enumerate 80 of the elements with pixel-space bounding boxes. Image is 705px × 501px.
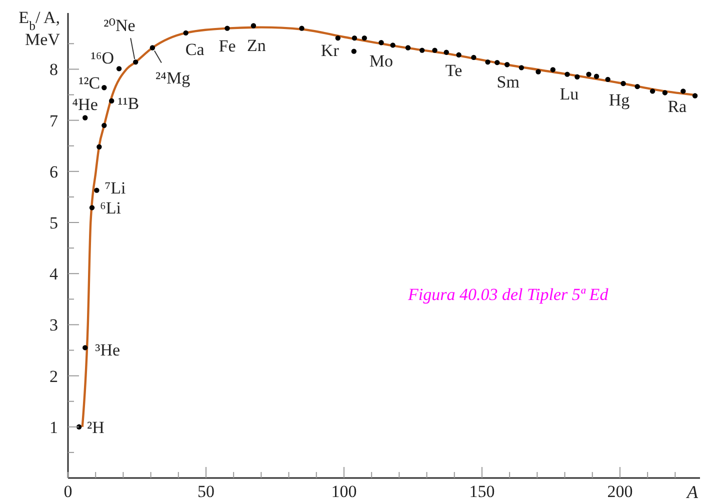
point bbox=[405, 45, 411, 50]
annotation: ⁴He bbox=[72, 94, 98, 114]
x-axis-title: A bbox=[686, 482, 699, 501]
point bbox=[605, 76, 610, 82]
point bbox=[133, 59, 138, 65]
annotation: Figura 40.03 del Tipler 5ª Ed bbox=[408, 285, 608, 305]
point bbox=[351, 48, 357, 54]
x-tick-label: 50 bbox=[197, 482, 214, 501]
point bbox=[536, 69, 541, 74]
point bbox=[574, 74, 580, 80]
point bbox=[362, 35, 368, 41]
annotation: ⁶Li bbox=[100, 198, 122, 218]
annotation: Fe bbox=[218, 36, 236, 56]
point bbox=[335, 35, 341, 41]
annotation: Sm bbox=[496, 72, 520, 92]
point bbox=[390, 42, 396, 48]
point bbox=[680, 88, 686, 94]
annotation: ²⁰Ne bbox=[104, 16, 136, 36]
point bbox=[471, 54, 476, 60]
annotation: Ra bbox=[668, 97, 688, 116]
point bbox=[352, 35, 358, 41]
point bbox=[224, 26, 230, 31]
annotation: ²⁴Mg bbox=[155, 68, 191, 88]
point bbox=[634, 84, 640, 90]
annotation: ¹⁶O bbox=[90, 48, 114, 68]
annotation: Kr bbox=[320, 41, 340, 60]
point bbox=[94, 188, 100, 193]
point bbox=[594, 74, 600, 79]
annotation: Zn bbox=[247, 36, 266, 55]
point bbox=[299, 26, 304, 31]
point bbox=[102, 122, 107, 128]
annotation: ²H bbox=[87, 418, 104, 437]
y-tick-label: 6 bbox=[50, 162, 58, 182]
point bbox=[692, 93, 698, 98]
annotation: Ca bbox=[185, 40, 205, 59]
x-tick-label: 100 bbox=[331, 482, 357, 501]
y-tick-label: 3 bbox=[50, 316, 58, 335]
point bbox=[518, 65, 524, 70]
annotation: ¹¹B bbox=[118, 94, 140, 113]
point bbox=[150, 45, 156, 50]
point bbox=[485, 59, 490, 65]
annotation: Hg bbox=[608, 90, 630, 110]
point bbox=[96, 144, 102, 150]
point bbox=[89, 205, 95, 210]
point bbox=[109, 98, 114, 104]
y-tick-label: 8 bbox=[50, 60, 58, 80]
point bbox=[650, 88, 656, 94]
point bbox=[116, 66, 122, 72]
y-tick-label: 7 bbox=[50, 111, 58, 130]
point bbox=[444, 50, 449, 55]
point bbox=[378, 40, 384, 46]
point bbox=[456, 52, 462, 58]
annotation: Te bbox=[445, 60, 462, 80]
annotation: Mo bbox=[369, 52, 394, 71]
point bbox=[419, 48, 425, 53]
point bbox=[620, 80, 626, 86]
point bbox=[250, 23, 256, 28]
point bbox=[102, 85, 107, 90]
point bbox=[662, 90, 668, 96]
point bbox=[82, 115, 88, 120]
y-tick-label: 1 bbox=[50, 418, 58, 437]
point bbox=[550, 67, 556, 72]
point bbox=[82, 345, 88, 350]
point bbox=[586, 72, 592, 77]
annotation: Lu bbox=[560, 84, 580, 104]
y-tick-label: 5 bbox=[50, 214, 58, 233]
annotation: ³He bbox=[95, 340, 120, 360]
y-tick-label: 2 bbox=[50, 366, 58, 386]
x-tick-label: 150 bbox=[469, 482, 495, 501]
point bbox=[504, 62, 510, 68]
annotation: ⁷Li bbox=[104, 178, 126, 198]
point bbox=[564, 72, 570, 77]
x-tick-label: 200 bbox=[607, 482, 633, 501]
y-axis-title: E$_{b}$/ A, MeV bbox=[18, 8, 61, 49]
point bbox=[183, 30, 188, 36]
point bbox=[494, 60, 500, 66]
x-tick-label: 0 bbox=[64, 482, 72, 501]
point bbox=[432, 48, 438, 53]
annotation: ¹²C bbox=[78, 74, 100, 93]
y-tick-label: 4 bbox=[50, 264, 58, 284]
